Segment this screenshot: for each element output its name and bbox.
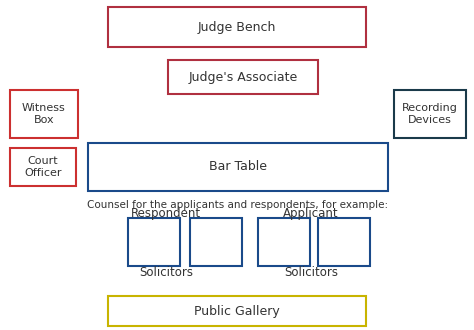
Bar	[128, 218, 180, 266]
Bar	[108, 7, 366, 47]
Text: Counsel for the applicants and respondents, for example:: Counsel for the applicants and responden…	[87, 200, 389, 210]
Bar	[10, 148, 76, 186]
Text: Witness
Box: Witness Box	[22, 103, 66, 125]
Bar	[108, 296, 366, 326]
Bar	[258, 218, 310, 266]
Text: Judge Bench: Judge Bench	[198, 20, 276, 34]
Bar	[190, 218, 242, 266]
Bar	[318, 218, 370, 266]
Bar	[10, 90, 78, 138]
Text: Public Gallery: Public Gallery	[194, 305, 280, 317]
Bar	[168, 60, 318, 94]
Bar	[394, 90, 466, 138]
Text: Bar Table: Bar Table	[209, 160, 267, 174]
Bar	[88, 143, 388, 191]
Text: Respondent: Respondent	[131, 208, 201, 220]
Text: Solicitors: Solicitors	[139, 266, 193, 279]
Text: Solicitors: Solicitors	[284, 266, 338, 279]
Text: Judge's Associate: Judge's Associate	[188, 71, 298, 83]
Text: Applicant: Applicant	[283, 208, 339, 220]
Text: Court
Officer: Court Officer	[24, 156, 62, 178]
Text: Recording
Devices: Recording Devices	[402, 103, 458, 125]
